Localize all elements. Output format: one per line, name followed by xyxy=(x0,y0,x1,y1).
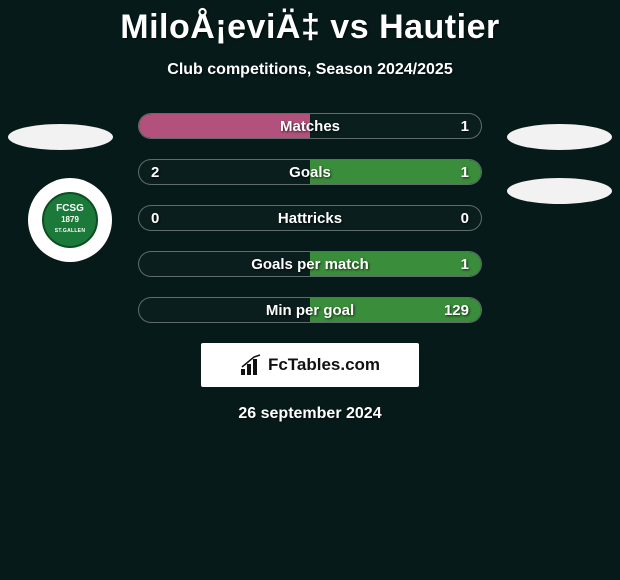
player-left-oval xyxy=(8,124,113,150)
stat-right-value: 0 xyxy=(461,206,469,230)
subtitle: Club competitions, Season 2024/2025 xyxy=(0,61,620,79)
brand-box: FcTables.com xyxy=(201,343,419,387)
stat-right-value: 1 xyxy=(461,160,469,184)
stat-right-value: 1 xyxy=(461,114,469,138)
stat-left-value: 2 xyxy=(151,160,159,184)
stat-right-value: 1 xyxy=(461,252,469,276)
brand-text: FcTables.com xyxy=(268,355,380,375)
fctables-icon xyxy=(240,354,262,376)
stat-row: Min per goal129 xyxy=(138,297,482,323)
stat-row: Hattricks0 0 xyxy=(138,205,482,231)
page-title: MiloÅ¡eviÄ‡ vs Hautier xyxy=(0,0,620,47)
comparison-card: MiloÅ¡eviÄ‡ vs Hautier Club competitions… xyxy=(0,0,620,423)
stats-container: Matches1Goals21Hattricks00Goals per matc… xyxy=(138,113,482,323)
badge-line2: 1879 xyxy=(61,215,79,224)
stat-label: Goals per match xyxy=(139,252,481,276)
stat-label: Hattricks xyxy=(139,206,481,230)
stat-row: Matches1 xyxy=(138,113,482,139)
stat-row: Goals per match1 xyxy=(138,251,482,277)
club-badge-inner: FCSG 1879 ST.GALLEN xyxy=(38,188,102,252)
date-text: 26 september 2024 xyxy=(0,405,620,423)
badge-line1: FCSG xyxy=(56,203,84,214)
player-right-oval xyxy=(507,124,612,150)
club-left-badge: FCSG 1879 ST.GALLEN xyxy=(28,178,112,262)
stat-label: Matches xyxy=(139,114,481,138)
stat-row: Goals2 1 xyxy=(138,159,482,185)
stat-right-value: 129 xyxy=(444,298,469,322)
stat-label: Min per goal xyxy=(139,298,481,322)
badge-line3: ST.GALLEN xyxy=(55,228,85,234)
club-badge-text: FCSG 1879 ST.GALLEN xyxy=(55,204,85,236)
stat-label: Goals xyxy=(139,160,481,184)
club-right-oval xyxy=(507,178,612,204)
stat-left-value: 0 xyxy=(151,206,159,230)
